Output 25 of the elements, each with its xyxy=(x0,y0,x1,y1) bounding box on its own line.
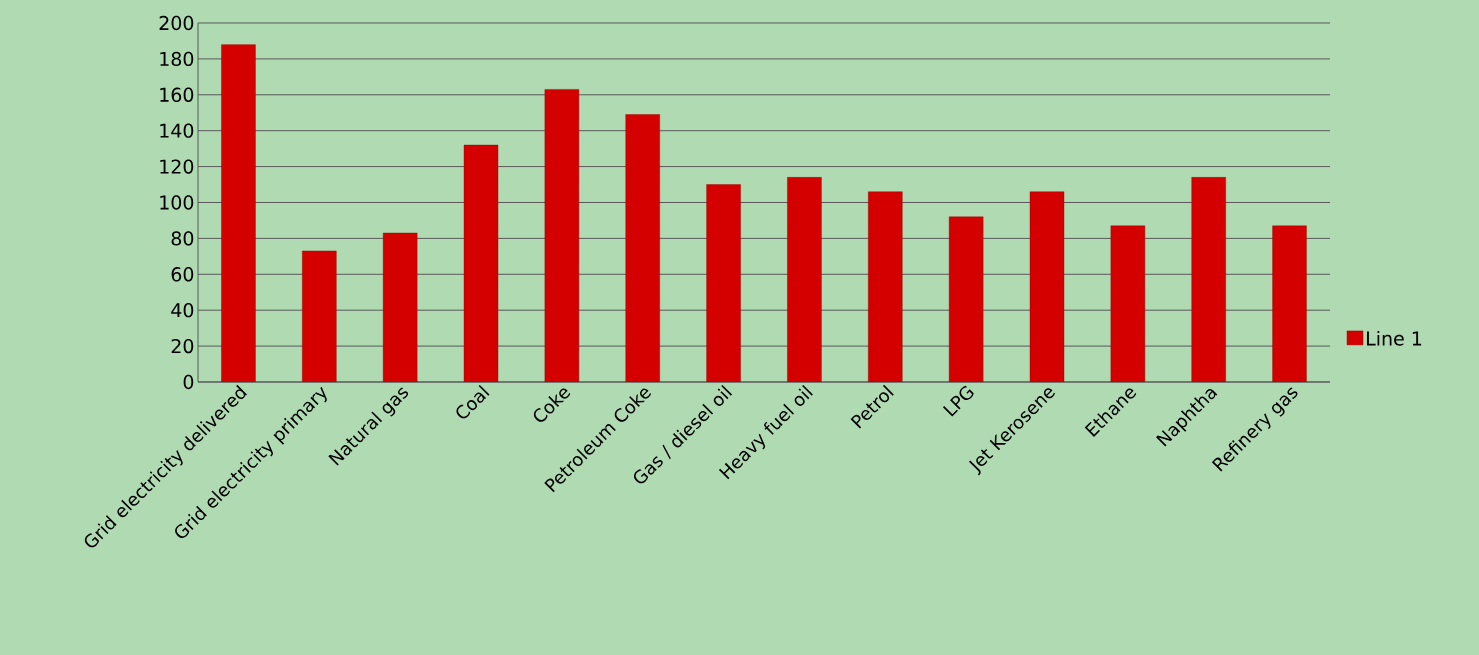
bar xyxy=(1272,225,1307,382)
y-tick-label: 160 xyxy=(160,87,194,102)
y-tick-label: 120 xyxy=(160,159,194,174)
bar xyxy=(302,250,337,382)
y-tick-label: 100 xyxy=(160,195,194,210)
bar xyxy=(382,232,418,382)
bar xyxy=(706,184,741,382)
bar xyxy=(787,177,822,382)
y-tick-label: 20 xyxy=(171,338,194,354)
bar xyxy=(221,44,256,382)
bar xyxy=(463,144,499,382)
y-tick-label: 40 xyxy=(171,303,194,318)
y-tick-label: 60 xyxy=(171,267,194,282)
y-tick-label: 200 xyxy=(159,15,194,31)
bar xyxy=(868,191,903,382)
bar xyxy=(625,114,660,382)
y-tick-label: 80 xyxy=(171,231,194,246)
y-tick-label: 180 xyxy=(160,51,194,67)
y-tick-label: 140 xyxy=(160,123,194,138)
bar xyxy=(544,89,580,382)
bar xyxy=(1110,225,1146,382)
bar xyxy=(1029,191,1065,382)
legend-label: Line 1 xyxy=(1367,330,1422,346)
bar xyxy=(1191,177,1226,382)
bar xyxy=(948,216,984,382)
